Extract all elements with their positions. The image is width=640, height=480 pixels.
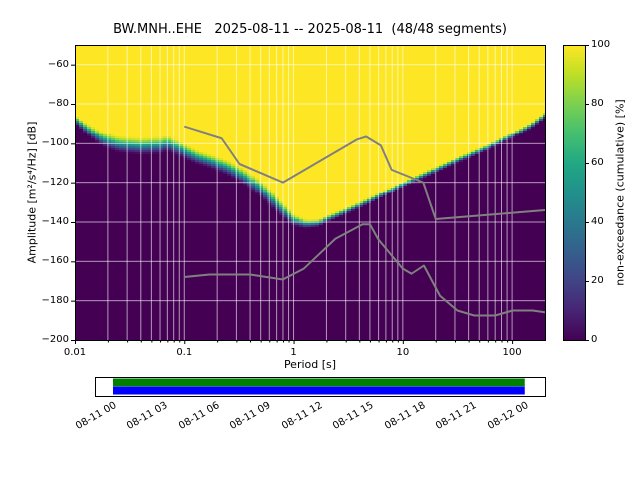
y-tick-label: −140 [41, 216, 69, 227]
x-tick-label: 0.01 [63, 347, 87, 358]
y-axis-label: Amplitude [m²/s⁴/Hz] [dB] [25, 121, 39, 264]
y-tick-label: −200 [41, 334, 69, 345]
y-tick-label: −100 [41, 137, 69, 149]
colorbar-tick-label: 40 [591, 216, 604, 227]
y-tick-label: −120 [41, 176, 69, 188]
x-tick-label: 10 [396, 347, 410, 358]
colorbar-tick-label: 80 [591, 98, 604, 109]
x-tick-label: 1 [290, 347, 297, 358]
x-tick-label: 0.1 [176, 347, 193, 358]
colorbar-tick-label: 100 [591, 39, 611, 50]
colorbar-tick-label: 60 [591, 157, 604, 168]
y-tick-label: −180 [41, 294, 69, 306]
colorbar-label: non-exceedance (cumulative) [%] [613, 99, 627, 286]
x-tick-label: 100 [502, 347, 522, 358]
colorbar-tick-label: 0 [591, 334, 598, 345]
y-tick-label: −160 [41, 255, 69, 267]
colorbar-tick-label: 20 [591, 275, 604, 286]
x-axis-label: Period [s] [283, 358, 337, 371]
y-tick-label: −60 [47, 58, 69, 70]
y-tick-label: −80 [47, 98, 69, 109]
